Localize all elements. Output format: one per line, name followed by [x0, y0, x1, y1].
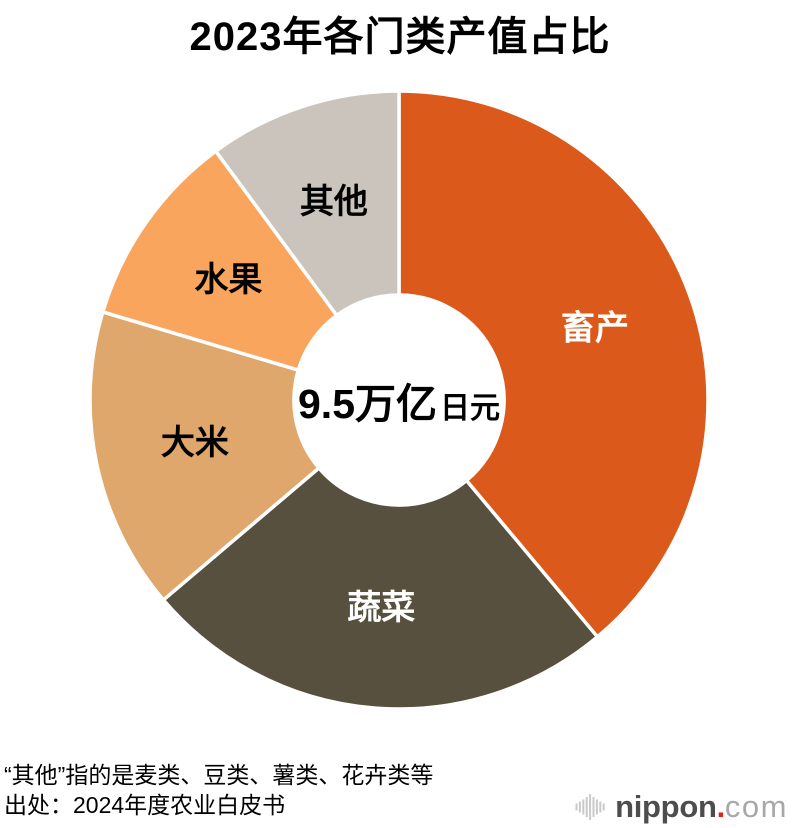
donut-slice — [161, 466, 600, 711]
donut-slice — [214, 89, 401, 318]
donut-slice-label: 其他 — [300, 183, 368, 221]
logo-tld: com — [724, 789, 788, 824]
total-unit: 日元 — [440, 392, 500, 425]
donut-slice-label: 蔬菜 — [347, 589, 415, 627]
footnote-other-definition: “其他”指的是麦类、豆类、薯类、花卉类等 — [4, 762, 434, 788]
source-credit: 出处：2024年度农业白皮书 — [4, 792, 286, 818]
logo-dot: . — [716, 789, 726, 824]
total-value: 9.5万亿 — [298, 381, 437, 427]
donut-slice — [101, 149, 339, 372]
donut-center-total: 9.5万亿 日元 — [298, 370, 500, 430]
logo-name: nippon — [615, 789, 717, 824]
nippon-com-logo: nippon. com — [574, 789, 788, 825]
donut-slice — [397, 89, 710, 639]
donut-slice-label: 畜产 — [561, 309, 629, 348]
footnotes: “其他”指的是麦类、豆类、薯类、花卉类等 出处：2024年度农业白皮书 — [4, 760, 433, 820]
chart-title: 2023年各门类产值占比 — [189, 15, 611, 59]
donut-slice-label: 水果 — [194, 261, 262, 299]
soundwave-bars-icon — [575, 794, 605, 820]
logo-wordmark: nippon. com — [615, 789, 788, 825]
donut-slice — [88, 310, 321, 602]
donut-slice-label: 大米 — [161, 424, 229, 462]
